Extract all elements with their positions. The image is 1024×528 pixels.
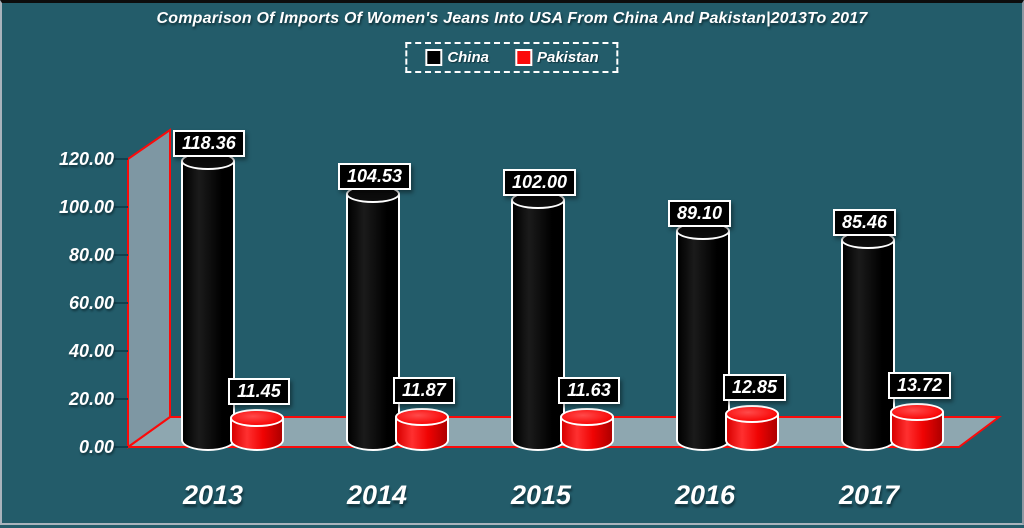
data-label-pakistan-2016: 12.85 — [723, 374, 787, 402]
y-axis-label: 0.00 — [78, 437, 114, 457]
y-axis-label: 40.00 — [68, 341, 114, 361]
y-axis-label: 20.00 — [68, 389, 114, 409]
y-axis-tick — [112, 206, 128, 208]
y-axis-tick — [112, 158, 128, 160]
x-axis-label-2014: 2014 — [346, 480, 408, 510]
china-swatch-icon — [425, 49, 443, 66]
bar-china-2014-body — [346, 194, 400, 451]
data-label-china-2013: 118.36 — [173, 129, 245, 157]
bar-pakistan-2015-cap — [560, 408, 614, 427]
legend-item-pakistan: Pakistan — [514, 49, 599, 66]
bar-pakistan-2017-cap — [890, 403, 944, 422]
legend: China Pakistan — [405, 42, 619, 73]
data-label-pakistan-2013: 11.45 — [228, 377, 290, 405]
y-axis-tick — [112, 302, 128, 304]
data-label-china-2016: 89.10 — [668, 200, 732, 228]
data-label-pakistan-2017: 13.72 — [888, 372, 952, 400]
y-axis-tick — [112, 398, 128, 400]
bar-pakistan-2016-cap — [725, 405, 779, 424]
bar-china-2015-body — [511, 200, 565, 451]
x-axis-label-2015: 2015 — [510, 480, 572, 510]
bar-china-2013-body — [181, 160, 235, 451]
left-wall-plane — [127, 128, 171, 449]
y-axis-tick — [112, 350, 128, 352]
bar-china-2017-body — [841, 239, 895, 451]
data-label-china-2017: 85.46 — [833, 208, 897, 236]
y-axis-tick — [112, 254, 128, 256]
data-label-pakistan-2015: 11.63 — [558, 377, 620, 405]
legend-item-china: China — [425, 49, 489, 66]
y-axis-tick — [112, 446, 128, 448]
bar-pakistan-2013-cap — [230, 408, 284, 427]
pakistan-swatch-icon — [514, 49, 532, 66]
y-axis-label: 60.00 — [68, 293, 114, 313]
legend-label-china: China — [447, 49, 489, 66]
bar-pakistan-2014-cap — [395, 407, 449, 426]
x-axis-label-2016: 2016 — [674, 480, 736, 510]
y-axis-label: 120.00 — [58, 149, 114, 169]
data-label-china-2014: 104.53 — [338, 163, 412, 191]
data-label-pakistan-2014: 11.87 — [393, 376, 455, 404]
chart-title: Comparison Of Imports Of Women's Jeans I… — [156, 10, 868, 27]
legend-label-pakistan: Pakistan — [536, 49, 599, 66]
bar-china-2016-body — [676, 231, 730, 451]
y-axis-label: 100.00 — [58, 197, 114, 217]
data-label-china-2015: 102.00 — [503, 169, 577, 197]
x-axis-label-2017: 2017 — [838, 480, 900, 510]
plot-area: 0.00 20.00 40.00 60.00 80.00 100.00 120.00 118.… — [2, 3, 1022, 523]
y-axis-label: 80.00 — [68, 245, 114, 265]
x-axis-label-2013: 2013 — [182, 480, 244, 510]
